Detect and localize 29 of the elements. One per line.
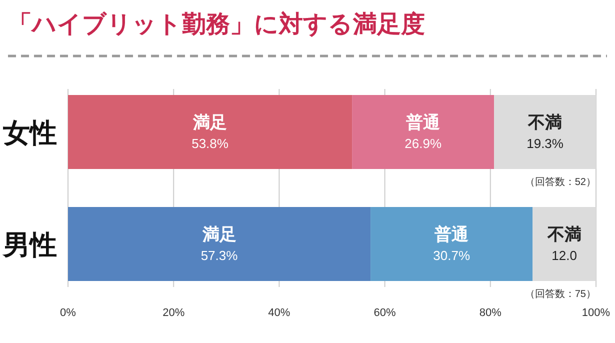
series-label: 普通 [405,112,440,132]
text: 満足 [202,225,236,244]
x-tick-label: 100% [582,307,610,319]
data-label: 19.3% [526,136,564,151]
bar [494,95,596,169]
data-label: 57.3% [200,248,238,263]
data-label: 12.0 [552,248,577,263]
data-label: 30.7% [433,248,470,263]
x-tick-label: 80% [479,307,502,319]
data-label: 53.8% [192,136,229,151]
data-label: 26.9% [404,136,442,151]
text: 普通 [434,225,469,244]
chart-title: 「ハイブリット勤務」に対する満足度 [8,11,425,38]
series-label: 満足 [192,113,228,132]
x-tick-label: 0% [60,307,76,319]
text: （回答数：75） [524,288,596,300]
y-tick-label: 男性 [2,230,57,260]
x-tick-label: 60% [374,307,396,319]
x-tick-label: 20% [162,307,185,319]
text: 不満 [528,113,562,132]
bar [532,207,596,281]
bar [370,207,533,281]
bar [352,95,494,169]
x-tick-label: 40% [268,307,290,319]
y-tick-label: 女性 [2,118,57,148]
annotation: （回答数：52） [524,176,596,188]
bar [68,207,371,281]
bar [68,95,352,169]
series-label: 不満 [546,225,582,244]
